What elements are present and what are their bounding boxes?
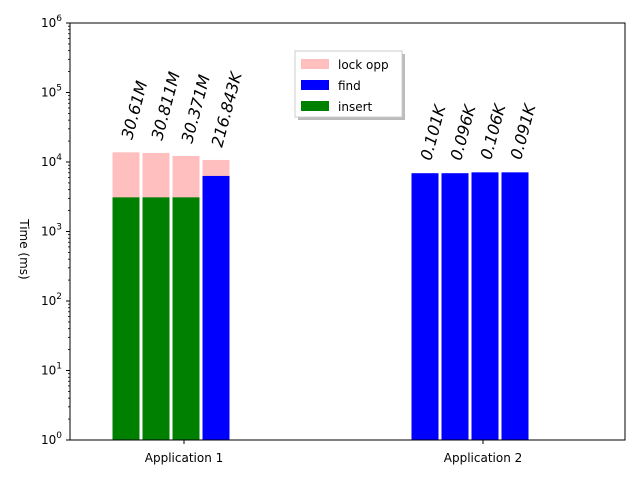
bar-annotation-1-3: 30.371M xyxy=(178,73,214,146)
y-axis-title: Time (ms) xyxy=(17,218,31,280)
y-tick-label-0: 100 xyxy=(41,431,62,447)
axes: 100 101 102 103 104 105 106 Application 1 Applic… xyxy=(17,14,626,465)
y-tick-label-3: 103 xyxy=(41,223,62,239)
legend: lock opp find insert xyxy=(294,50,405,120)
bar-find-2-1 xyxy=(411,173,439,440)
bar-find-2-2 xyxy=(441,173,469,440)
bar-insert-1-3 xyxy=(172,197,200,440)
legend-swatch-insert xyxy=(301,101,329,111)
legend-swatch-find xyxy=(301,80,329,90)
bar-find-2-3 xyxy=(471,172,499,441)
x-tick-label-1: Application 2 xyxy=(444,451,523,465)
bar-annotation-2-2: 0.096K xyxy=(447,101,480,162)
legend-label-find: find xyxy=(338,79,361,93)
bar-find-1-4 xyxy=(202,175,230,440)
legend-label-insert: insert xyxy=(338,100,373,114)
y-tick-label-2: 102 xyxy=(41,292,62,308)
y-tick-label-4: 104 xyxy=(41,153,62,169)
x-tick-label-0: Application 1 xyxy=(145,451,224,465)
legend-label-lock-opp: lock opp xyxy=(338,58,389,72)
bar-insert-1-1 xyxy=(112,197,140,440)
bar-annotation-2-3: 0.106K xyxy=(477,101,510,162)
bar-annotation-2-4: 0.091K xyxy=(507,101,540,162)
bar-annotation-1-4: 216.843K xyxy=(208,69,247,149)
bar-annotation-1-2: 30.811M xyxy=(148,69,184,142)
bars-layer xyxy=(112,152,529,441)
y-tick-label-1: 101 xyxy=(41,362,62,378)
bar-insert-1-2 xyxy=(142,197,170,440)
bar-annotation-2-1: 0.101K xyxy=(417,101,450,162)
bar-find-2-4 xyxy=(501,172,529,441)
legend-swatch-lock-opp xyxy=(301,59,329,69)
y-tick-label-5: 105 xyxy=(41,84,62,100)
bar-annotation-1-1: 30.61M xyxy=(118,79,152,142)
y-tick-label-6: 106 xyxy=(41,14,62,30)
